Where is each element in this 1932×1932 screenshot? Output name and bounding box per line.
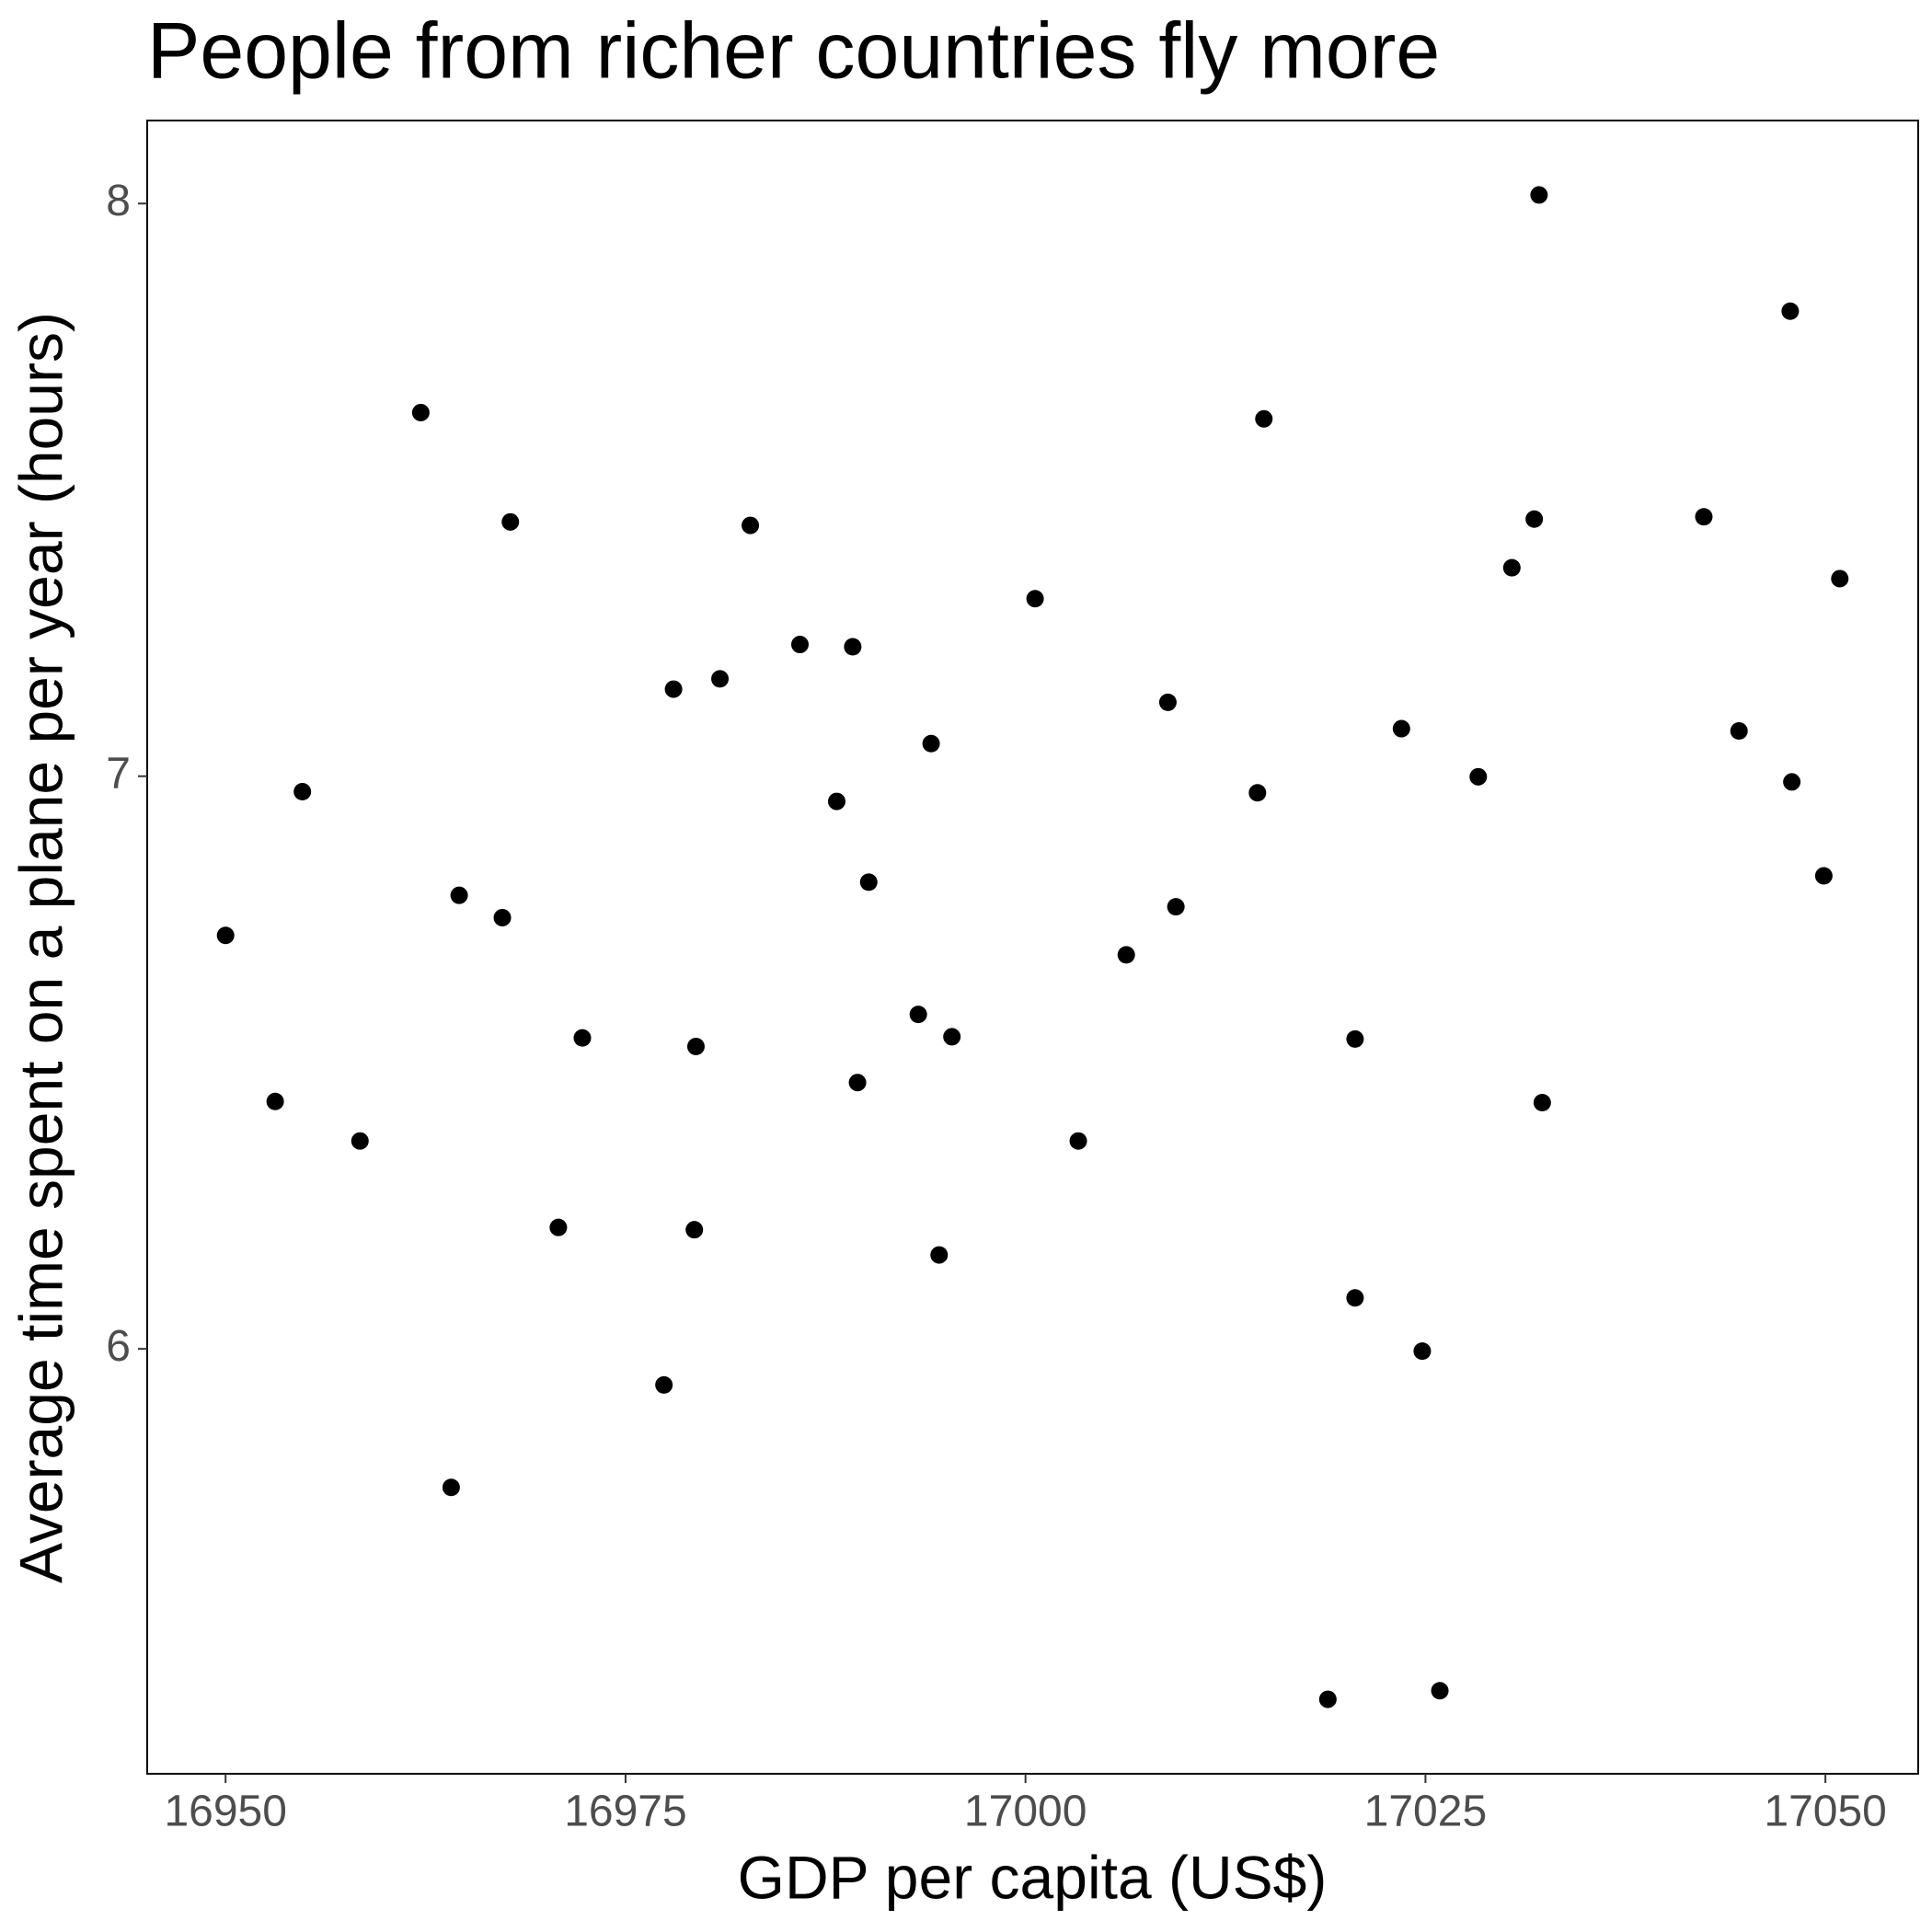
point <box>685 1221 704 1239</box>
point <box>1730 722 1748 741</box>
point <box>1533 1093 1551 1111</box>
point <box>711 670 730 688</box>
point <box>1831 569 1849 588</box>
point <box>909 1006 927 1024</box>
point <box>859 873 878 891</box>
point <box>1783 773 1801 791</box>
y-tick-label: 8 <box>106 177 131 225</box>
x-tick-label: 16950 <box>164 1788 286 1836</box>
point <box>1431 1682 1449 1700</box>
point <box>450 886 468 904</box>
point <box>501 512 520 531</box>
point <box>1026 590 1044 608</box>
x-tick-label: 17025 <box>1364 1788 1487 1836</box>
point <box>1530 186 1548 204</box>
point <box>411 403 430 421</box>
point <box>844 638 862 656</box>
point <box>293 783 312 801</box>
point <box>655 1375 673 1394</box>
point <box>1413 1342 1432 1361</box>
x-tick-label: 17050 <box>1764 1788 1886 1836</box>
point <box>1346 1029 1364 1048</box>
y-axis-title: Average time spent on a plane per year (… <box>6 312 75 1583</box>
point <box>1346 1289 1364 1307</box>
point <box>442 1478 460 1497</box>
point <box>1392 719 1410 738</box>
point <box>922 734 940 753</box>
point <box>1502 558 1521 577</box>
point <box>493 908 512 926</box>
point <box>1318 1690 1337 1708</box>
point <box>1255 409 1273 428</box>
point <box>1158 693 1177 711</box>
point <box>1695 508 1713 526</box>
y-tick-label: 6 <box>106 1322 131 1371</box>
x-tick-label: 16975 <box>564 1788 686 1836</box>
point <box>1814 867 1833 885</box>
point <box>1525 510 1544 528</box>
point <box>742 516 760 535</box>
point <box>1781 302 1800 320</box>
point <box>686 1037 705 1055</box>
x-tick-label: 17000 <box>964 1788 1087 1836</box>
point <box>848 1074 867 1092</box>
point <box>1069 1132 1087 1150</box>
point <box>216 926 235 945</box>
point <box>1117 946 1135 964</box>
point <box>943 1028 961 1046</box>
point <box>790 636 809 654</box>
point <box>1167 898 1185 916</box>
point <box>1248 784 1267 802</box>
point <box>351 1132 369 1150</box>
point <box>549 1218 568 1236</box>
point <box>573 1029 592 1047</box>
chart-title: People from richer countries fly more <box>147 7 1440 96</box>
point <box>827 792 845 811</box>
point <box>266 1092 284 1110</box>
x-axis-title: GDP per capita (US$) <box>738 1843 1328 1911</box>
plot-panel <box>146 120 1919 1775</box>
point <box>1469 767 1488 786</box>
y-tick-label: 7 <box>106 749 131 798</box>
point <box>930 1246 949 1264</box>
point <box>664 680 683 698</box>
